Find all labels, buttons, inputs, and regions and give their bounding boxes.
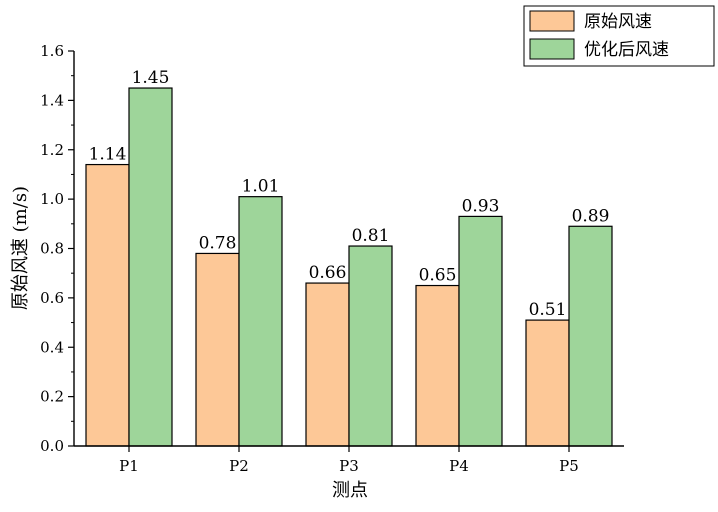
axes-layer (68, 50, 624, 452)
y-axis-title: 原始风速 (m/s) (10, 186, 31, 310)
x-tick-label-p4: P4 (449, 457, 469, 475)
y-tick-label: 1.6 (40, 42, 64, 60)
data-label-p3-series-2: 0.81 (352, 226, 390, 246)
x-tick-label-p5: P5 (559, 457, 579, 475)
legend-label-series-2: 优化后风速 (584, 40, 669, 60)
x-tick-label-p1: P1 (119, 457, 139, 475)
bar-p2-series-2 (238, 196, 283, 447)
y-tick-label: 0.8 (40, 240, 64, 258)
data-label-p3-series-1: 0.66 (309, 263, 347, 283)
bar-p5-series-2 (568, 225, 613, 447)
data-label-p5-series-2: 0.89 (572, 206, 610, 226)
data-label-p4-series-1: 0.65 (419, 266, 457, 286)
y-tick-label: 0.0 (40, 437, 64, 455)
data-label-p5-series-1: 0.51 (529, 300, 567, 320)
y-tick-label: 1.0 (40, 190, 64, 208)
x-tick-label-p3: P3 (339, 457, 359, 475)
y-tick-label: 0.6 (40, 289, 64, 307)
x-tick-label-p2: P2 (229, 457, 249, 475)
bar-p2-series-1 (195, 252, 240, 447)
data-label-p4-series-2: 0.93 (462, 196, 500, 216)
bar-p1-series-2 (128, 87, 173, 447)
legend-label-series-1: 原始风速 (584, 12, 652, 32)
data-label-p2-series-2: 1.01 (242, 177, 280, 197)
legend-swatch-series-2 (529, 38, 575, 60)
data-label-p2-series-1: 0.78 (199, 233, 237, 253)
y-tick-label: 1.2 (40, 141, 64, 159)
y-tick-label: 0.4 (40, 338, 64, 356)
bar-p3-series-1 (305, 282, 350, 447)
data-label-p1-series-2: 1.45 (132, 68, 170, 88)
y-tick-label: 1.4 (40, 91, 64, 109)
x-axis-title: 测点 (332, 480, 368, 501)
bar-p4-series-2 (458, 215, 503, 447)
labels-layer: 1.14 1.45 P1 0.78 1.01 P2 0.660.81 P3 0.65 0.93 P4… (40, 42, 609, 475)
legend-swatch-series-1 (529, 10, 575, 32)
y-tick-label: 0.2 (40, 388, 64, 406)
data-label-p1-series-1: 1.14 (89, 145, 127, 165)
bar-p1-series-1 (85, 163, 130, 447)
bars-layer (85, 87, 613, 447)
bar-p3-series-2 (348, 245, 393, 447)
bar-p5-series-1 (525, 319, 570, 447)
bar-p4-series-1 (415, 284, 460, 447)
